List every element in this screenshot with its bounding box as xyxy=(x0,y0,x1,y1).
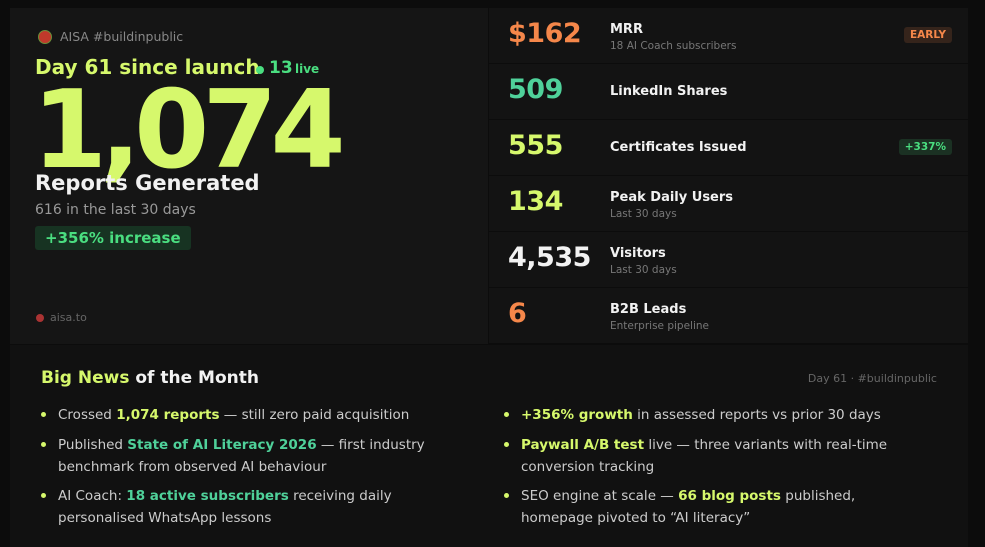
highlight: State of AI Literacy 2026 xyxy=(127,437,317,453)
metric-value: 4,535 xyxy=(508,242,591,273)
hero-panel: AISA #buildinpublic Day 61 since launch … xyxy=(10,8,488,344)
news-text: live — three variants with real-time con… xyxy=(521,437,888,475)
metric-row: 555 Certificates Issued +337% xyxy=(489,120,968,175)
bullet xyxy=(41,493,46,498)
metric-row: 509 LinkedIn Shares xyxy=(489,64,968,119)
news-item: Paywall A/B test live — three variants w… xyxy=(504,434,931,478)
highlight: 18 active subscribers xyxy=(126,488,289,504)
news-item: Published State of AI Literacy 2026 — fi… xyxy=(41,434,458,478)
metric-sub: Last 30 days xyxy=(610,208,677,220)
logo xyxy=(38,30,52,44)
news-title-rest: of the Month xyxy=(135,368,259,388)
metric-sub: 18 AI Coach subscribers xyxy=(610,40,737,52)
news-text: in assessed reports vs prior 30 days xyxy=(632,407,881,423)
metric-value: 134 xyxy=(508,186,563,217)
news-item: SEO engine at scale — 66 blog posts publ… xyxy=(504,485,931,529)
footer-logo xyxy=(36,314,44,322)
brand: AISA #buildinpublic xyxy=(60,29,184,44)
metric-row: 4,535 Visitors Last 30 days xyxy=(489,232,968,287)
news-title: Big News of the Month xyxy=(41,368,259,388)
live-label: live xyxy=(295,62,320,76)
metric-sub: Enterprise pipeline xyxy=(610,320,710,332)
bullet xyxy=(504,442,509,447)
news-panel: Big News of the Month Day 61 · #buildinp… xyxy=(10,345,968,547)
bullet xyxy=(41,412,46,417)
news-text: SEO engine at scale — xyxy=(521,488,679,504)
news-text: Crossed xyxy=(58,407,117,423)
metric-value: 555 xyxy=(508,130,563,161)
news-text: — first industry benchmark from observed… xyxy=(58,437,425,475)
bullet xyxy=(504,493,509,498)
metric-row: 134 Peak Daily Users Last 30 days xyxy=(489,176,968,231)
bullet xyxy=(41,442,46,447)
big-sub: 616 in the last 30 days xyxy=(35,202,196,218)
news-item: +356% growth in assessed reports vs prio… xyxy=(504,404,931,426)
live-count: 13 xyxy=(269,58,293,78)
metric-badge: EARLY xyxy=(903,27,952,43)
metric-label: Certificates Issued xyxy=(610,140,747,155)
highlight: Paywall A/B test xyxy=(521,437,645,453)
metric-value: $162 xyxy=(508,18,582,49)
metric-value: 509 xyxy=(508,74,563,105)
news-text: — still zero paid acquisition xyxy=(219,407,410,423)
metric-value: 6 xyxy=(508,298,527,329)
news-text: published, homepage pivoted to “AI liter… xyxy=(521,488,856,526)
metric-label: LinkedIn Shares xyxy=(610,84,728,99)
highlight: 1,074 reports xyxy=(116,407,220,423)
big-number: 1,074 xyxy=(32,68,346,193)
big-label: Reports Generated xyxy=(35,171,260,195)
bullet xyxy=(504,412,509,417)
news-item: Crossed 1,074 reports — still zero paid … xyxy=(41,404,458,426)
news-item: AI Coach: 18 active subscribers receivin… xyxy=(41,485,458,529)
growth-badge: +356% increase xyxy=(35,226,191,250)
metric-row: $162 MRR 18 AI Coach subscribers EARLY xyxy=(489,8,968,63)
news-text: receiving daily personalised WhatsApp le… xyxy=(58,488,392,526)
footer-link[interactable]: aisa.to xyxy=(50,311,87,324)
highlight: 66 blog posts xyxy=(678,488,781,504)
metric-label: MRR xyxy=(610,22,643,37)
metric-sub: Last 30 days xyxy=(610,264,677,276)
metric-label: B2B Leads xyxy=(610,302,687,317)
live-dot xyxy=(256,66,264,74)
metric-label: Visitors xyxy=(610,246,666,261)
metric-label: Peak Daily Users xyxy=(610,190,734,205)
day-label: Day 61 since launch xyxy=(35,55,260,79)
highlight: +356% growth xyxy=(521,407,633,423)
news-text: AI Coach: xyxy=(58,488,127,504)
news-meta: Day 61 · #buildinpublic xyxy=(807,372,937,385)
metric-row: 6 B2B Leads Enterprise pipeline xyxy=(489,288,968,343)
metric-badge: +337% xyxy=(898,139,952,155)
news-text: Published xyxy=(58,437,128,453)
news-title-highlight: Big News xyxy=(41,368,130,388)
